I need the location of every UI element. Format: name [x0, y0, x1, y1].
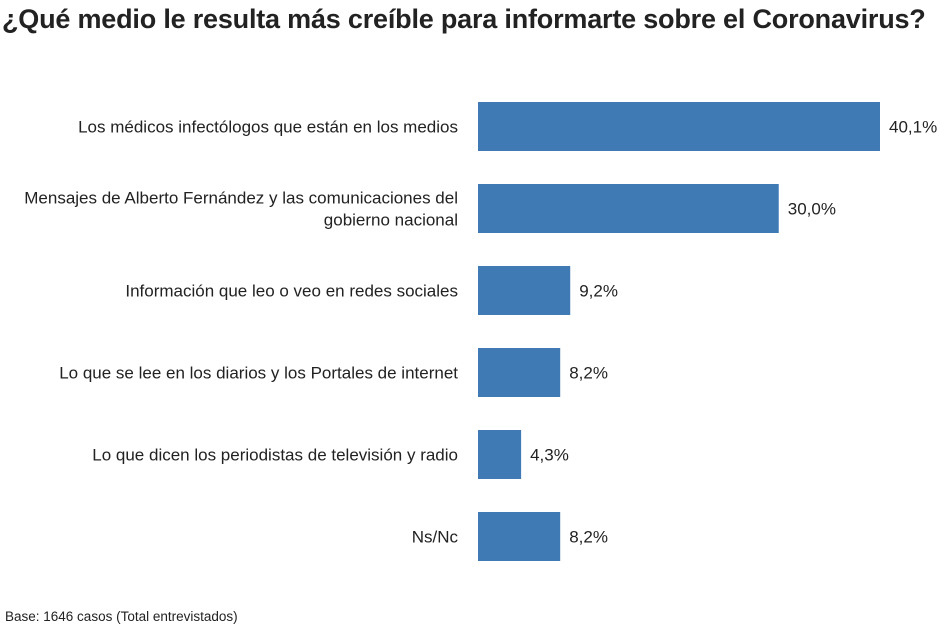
bar: [478, 184, 779, 233]
category-label: Mensajes de Alberto Fernández y las comu…: [24, 189, 458, 230]
value-label: 8,2%: [569, 364, 608, 383]
chart-footnote: Base: 1646 casos (Total entrevistados): [5, 609, 238, 624]
category-label: Información que leo o veo en redes socia…: [125, 282, 458, 301]
bar: [478, 266, 571, 315]
value-label: 40,1%: [889, 118, 937, 137]
chart-title: ¿Qué medio le resulta más creíble para i…: [2, 4, 926, 34]
value-label: 8,2%: [569, 528, 608, 547]
category-label-line: Ns/Nc: [412, 528, 459, 547]
value-label: 9,2%: [579, 282, 618, 301]
bar: [478, 102, 880, 151]
category-label-line: Información que leo o veo en redes socia…: [125, 282, 458, 301]
category-label: Lo que dicen los periodistas de televisi…: [92, 446, 458, 465]
category-label-line: Los médicos infectólogos que están en lo…: [78, 118, 458, 137]
value-label: 4,3%: [530, 446, 569, 465]
category-label: Los médicos infectólogos que están en lo…: [78, 118, 458, 137]
category-label-line: Lo que dicen los periodistas de televisi…: [92, 446, 458, 465]
value-label: 30,0%: [788, 200, 836, 219]
bar: [478, 348, 561, 397]
category-label: Lo que se lee en los diarios y los Porta…: [59, 364, 458, 383]
category-label-line: Mensajes de Alberto Fernández y las comu…: [24, 189, 458, 208]
category-label-line: Lo que se lee en los diarios y los Porta…: [59, 364, 458, 383]
category-label: Ns/Nc: [412, 528, 459, 547]
category-label-line: gobierno nacional: [324, 211, 458, 230]
bar: [478, 430, 522, 479]
bar: [478, 512, 561, 561]
